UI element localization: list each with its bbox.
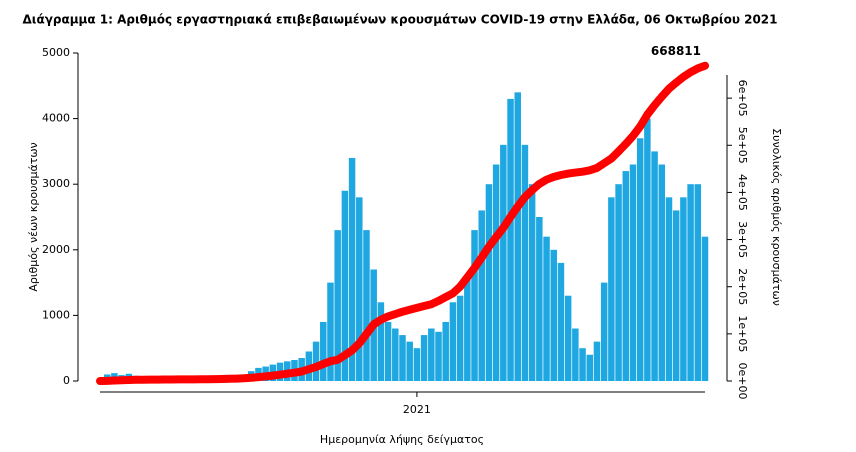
bar [629,164,637,381]
bar [600,282,608,381]
annotation: 668811 [651,44,701,58]
x-tick-label: 2021 [403,403,431,416]
bar [593,341,601,381]
bar [701,236,709,381]
bar [572,328,579,381]
bar [665,197,673,381]
bar [622,171,630,381]
bar [557,262,565,381]
y-tick-label: 5000 [42,46,70,59]
bar [428,328,435,381]
bar [320,321,327,381]
bar [334,230,341,381]
bar [478,210,485,381]
bar [363,230,370,381]
bar [406,341,413,381]
x-axis-label: Ημερομηνία λήψης δείγματος [320,433,484,446]
bar [327,282,334,381]
bar [449,302,457,381]
bar [550,249,557,381]
bar [384,321,392,381]
y2-tick-label: 3e+05 [736,221,749,258]
y2-tick-label: 0e+00 [736,363,749,400]
bar [413,348,421,381]
bar [521,144,529,381]
bar [348,157,356,381]
chart-title: Διάγραμμα 1: Αριθμός εργαστηριακά επιβεβ… [22,13,777,27]
bar [500,144,507,381]
y-tick-label: 0 [63,374,70,387]
bar [694,184,702,381]
bar [492,164,500,381]
bar [579,348,586,381]
bar [514,92,521,382]
y-tick-label: 2000 [42,243,70,256]
bar [586,354,594,381]
bar [608,197,615,381]
y2-tick-label: 5e+05 [736,127,749,164]
bar [680,197,687,381]
bar [464,276,471,381]
y2-tick-label: 4e+05 [736,174,749,211]
bar [356,197,363,381]
bar [420,335,428,381]
bar [442,321,449,381]
bar [471,230,478,381]
y-tick-label: 3000 [42,177,70,190]
bar [615,184,622,381]
bar [658,164,666,381]
bar [644,118,651,381]
y-axis-label: Αριθμός νέων κρουσμάτων [27,142,40,291]
y2-axis-label: Συνολικός αριθμός κρουσμάτων [770,128,783,306]
bar [399,335,406,381]
bar [536,217,543,381]
y2-tick-label: 6e+05 [736,80,749,117]
bar [485,184,493,381]
bar [507,98,514,382]
y2-tick-label: 2e+05 [736,268,749,305]
bar [564,295,572,381]
y-tick-label: 1000 [42,308,70,321]
bar [456,295,464,381]
bar [435,331,442,381]
y2-tick-label: 1e+05 [736,315,749,352]
bar [687,184,694,381]
bar [672,210,680,381]
bar [636,138,644,381]
bar [543,236,550,381]
bar [312,341,320,381]
bar [341,190,349,381]
y-tick-label: 4000 [42,112,70,125]
bar [651,151,658,381]
bar [528,184,536,381]
bar [377,302,385,381]
cumulative-line [96,61,709,385]
bar [392,328,399,381]
